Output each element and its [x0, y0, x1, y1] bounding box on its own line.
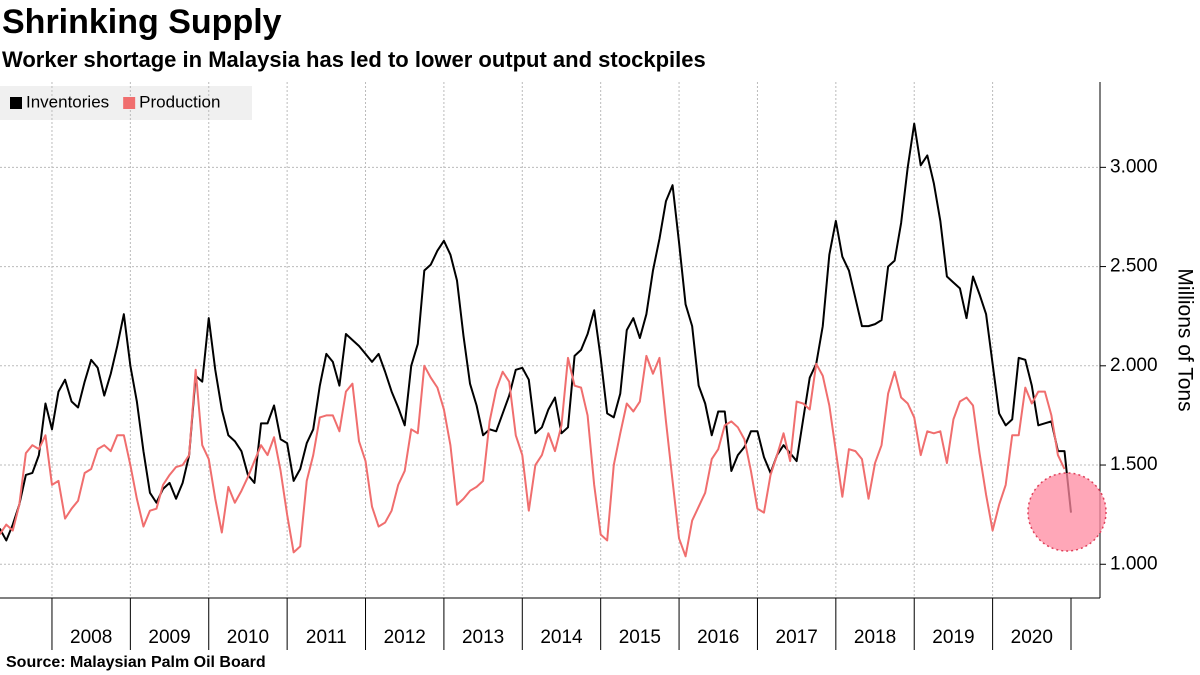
x-tick-label: 2016	[697, 627, 739, 648]
series-line	[0, 354, 1066, 558]
y-tick-label: 3.000	[1110, 156, 1158, 177]
x-tick-label: 2009	[148, 627, 190, 648]
legend-label: Production	[139, 92, 220, 111]
x-tick-label: 2008	[70, 627, 112, 648]
x-tick-label: 2011	[306, 627, 347, 648]
x-tick-label: 2013	[462, 627, 504, 648]
x-tick-label: 2014	[540, 627, 583, 648]
y-axis-title: Millions of Tons	[1173, 268, 1196, 411]
highlight-circle	[1027, 472, 1107, 552]
y-tick-label: 2.500	[1110, 256, 1158, 277]
x-tick-label: 2010	[227, 627, 269, 648]
source: Source: Malaysian Palm Oil Board	[6, 654, 266, 671]
series-line	[0, 122, 1072, 542]
chart-subtitle: Worker shortage in Malaysia has led to l…	[2, 47, 706, 72]
legend-label: Inventories	[26, 92, 109, 111]
y-tick-label: 1.000	[1110, 553, 1158, 574]
x-tick-label: 2019	[932, 627, 974, 648]
x-tick-label: 2020	[1011, 627, 1053, 648]
y-tick-label: 1.500	[1110, 454, 1158, 475]
legend-swatch	[10, 97, 22, 109]
y-tick-label: 2.000	[1110, 355, 1158, 376]
legend-swatch	[123, 97, 136, 109]
x-tick-label: 2017	[776, 627, 818, 648]
chart-title: Shrinking Supply	[2, 3, 282, 41]
x-tick-label: 2015	[619, 627, 661, 648]
x-tick-label: 2012	[384, 627, 426, 648]
x-tick-label: 2018	[854, 627, 896, 648]
